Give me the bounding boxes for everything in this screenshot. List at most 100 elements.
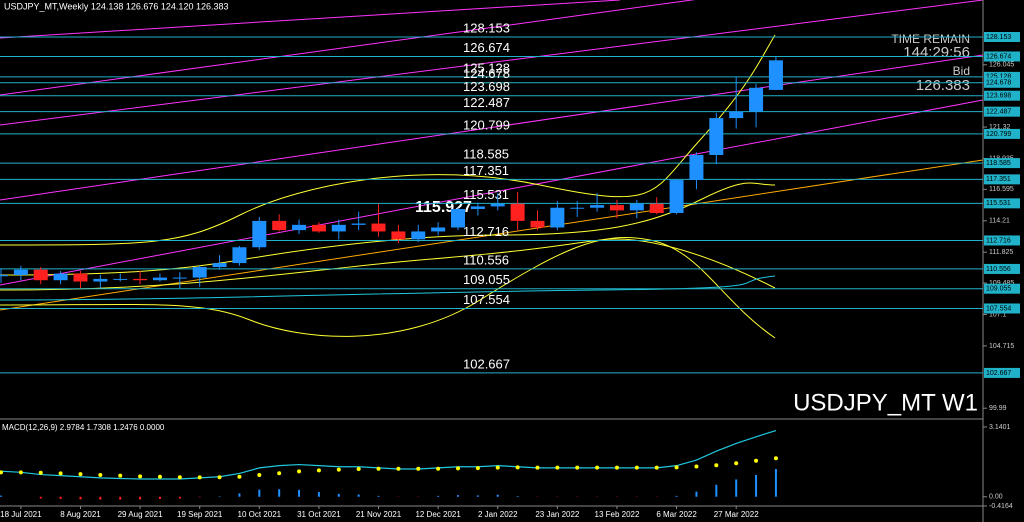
signal-dot — [237, 474, 242, 479]
candle-body — [133, 278, 148, 281]
bid: 126.383 — [916, 77, 970, 94]
level-label: 118.585 — [463, 147, 509, 162]
candle-body — [192, 267, 207, 278]
level-tag-label: 112.716 — [986, 237, 1011, 244]
x-tick-label: 2 Jan 2022 — [478, 510, 518, 519]
x-tick-label: 12 Dec 2021 — [415, 510, 461, 519]
signal-dot — [773, 456, 778, 461]
y-tick-label: 109.485 — [989, 280, 1014, 287]
y-tick-label: -0.4164 — [989, 503, 1013, 510]
candle-body — [550, 207, 565, 228]
candle-body — [391, 231, 406, 240]
time-remain-label: TIME REMAIN — [891, 32, 970, 46]
x-tick-label: 8 Aug 2021 — [60, 510, 101, 519]
y-tick-label: 114.21 — [989, 218, 1010, 225]
signal-dot — [595, 465, 600, 470]
level-tag — [984, 283, 1020, 294]
level-label: 110.556 — [463, 252, 509, 267]
level-tag — [984, 235, 1020, 246]
level-tag — [984, 303, 1020, 314]
signal-dot — [197, 475, 202, 480]
x-tick-label: 6 Mar 2022 — [656, 510, 697, 519]
signal-dot — [634, 465, 639, 470]
candle-body — [0, 274, 8, 277]
signal-dot — [416, 466, 421, 471]
candle-body — [689, 154, 704, 181]
trend-line — [0, 99, 984, 286]
band-line — [0, 238, 776, 291]
candle-body — [212, 263, 227, 268]
signal-dot — [754, 458, 759, 463]
candle-body — [113, 278, 128, 280]
signal-dot — [257, 472, 262, 477]
level-tag — [984, 128, 1020, 139]
level-label: 117.351 — [463, 163, 509, 178]
y-tick-label: 0.00 — [989, 494, 1003, 501]
level-tag — [984, 158, 1020, 169]
signal-dot — [336, 467, 341, 472]
level-tag — [984, 31, 1020, 42]
signal-dot — [138, 474, 143, 479]
signal-dot — [217, 475, 222, 480]
candle-body — [272, 220, 287, 231]
level-tag — [984, 71, 1020, 82]
signal-dot — [575, 465, 580, 470]
signal-dot — [535, 465, 540, 470]
signal-dot — [555, 465, 560, 470]
candle-body — [510, 203, 525, 221]
level-tag — [984, 51, 1020, 62]
signal-dot — [475, 466, 480, 471]
candle-body — [33, 269, 48, 281]
level-tag-label: 123.698 — [986, 93, 1011, 100]
level-label: 115.531 — [463, 187, 509, 202]
time-remain: 144:29:56 — [903, 44, 970, 61]
level-tag-label: 102.667 — [986, 370, 1011, 377]
y-tick-label: 111.825 — [989, 249, 1013, 256]
signal-dot — [118, 473, 123, 478]
signal-dot — [614, 465, 619, 470]
level-tag — [984, 174, 1020, 185]
candle-body — [93, 278, 108, 282]
signal-dot — [654, 465, 659, 470]
y-tick-label: 126.045 — [989, 62, 1014, 69]
signal-dot — [177, 475, 182, 480]
level-tag-label: 115.531 — [986, 200, 1011, 207]
bid-label: Bid — [953, 64, 970, 78]
chart-title: USDJPY_MT,Weekly 124.138 126.676 124.120… — [4, 1, 229, 11]
level-label: 125.128 — [463, 60, 510, 75]
candle-body — [73, 273, 88, 282]
signal-dot — [98, 472, 103, 477]
x-tick-label: 13 Feb 2022 — [595, 510, 640, 519]
candle-body — [172, 277, 187, 279]
macd-line — [0, 430, 777, 480]
signal-dot — [78, 472, 83, 477]
candle-body — [411, 231, 426, 240]
level-tag — [984, 367, 1020, 378]
trend-line — [0, 54, 984, 201]
level-tag-label: 107.554 — [986, 305, 1011, 312]
candle-body — [709, 118, 724, 155]
level-label: 109.055 — [463, 272, 510, 287]
level-tag-label: 125.128 — [986, 74, 1011, 81]
signal-dot — [376, 466, 381, 471]
trend-line — [0, 0, 621, 39]
candle-body — [351, 223, 366, 225]
trend-line — [0, 0, 696, 96]
candle-body — [252, 220, 267, 248]
signal-dot — [38, 470, 43, 475]
x-tick-label: 23 Jan 2022 — [535, 510, 580, 519]
candle-body — [371, 223, 386, 232]
y-tick-label: 104.715 — [989, 343, 1014, 350]
candle-body — [590, 205, 605, 208]
candle-body — [749, 87, 764, 112]
level-label: 124.678 — [463, 66, 510, 81]
candle-body — [311, 224, 326, 232]
level-label: 123.698 — [463, 79, 510, 94]
level-tag — [984, 106, 1020, 117]
signal-dot — [694, 464, 699, 469]
signal-dot — [734, 461, 739, 466]
candle-body — [331, 224, 346, 232]
level-tag-label: 110.556 — [986, 266, 1011, 273]
candle-body — [53, 273, 68, 281]
